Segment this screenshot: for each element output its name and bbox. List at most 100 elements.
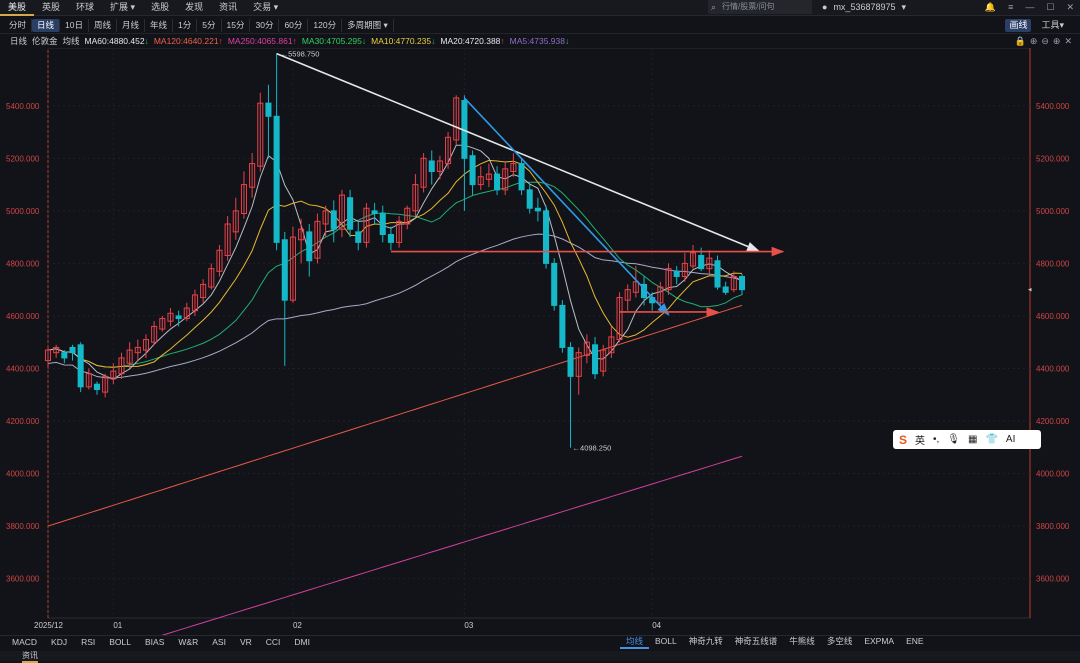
candle-body — [379, 212, 386, 235]
candle-body — [510, 163, 517, 172]
legend-tool-icon-2[interactable]: ⊖ — [1041, 36, 1049, 46]
candle-body — [445, 136, 452, 165]
y-tick-label-right: 3800.000 — [1036, 522, 1070, 531]
news-tab[interactable]: 资讯 — [22, 651, 38, 663]
draw-line-button[interactable]: 画线 — [1005, 19, 1032, 32]
candlestick-chart[interactable]: 3600.000 3600.000 3800.000 3800.000 4000.000… — [0, 48, 1080, 635]
indicator-tab-vr[interactable]: VR — [239, 637, 252, 647]
candle-body — [534, 207, 541, 212]
main-nav: 美股 英股 环球 扩展 ▾ 选股 发现 资讯 交易 ▾ — [0, 0, 286, 16]
period-tab-4[interactable]: 月线 — [117, 19, 146, 32]
period-tab-3[interactable]: 周线 — [89, 19, 118, 32]
period-tab-5[interactable]: 年线 — [145, 19, 174, 32]
period-tab-7[interactable]: 5分 — [197, 19, 222, 32]
candle-body — [665, 268, 672, 291]
nav-item-6[interactable]: 资讯 — [219, 2, 238, 12]
overlay-tab-3[interactable]: 神奇五线谱 — [734, 636, 778, 646]
period-tab-11[interactable]: 120分 — [308, 19, 343, 32]
nav-item-1[interactable]: 英股 — [42, 2, 61, 12]
maximize-icon[interactable]: ☐ — [1046, 2, 1055, 12]
overlay-tab-4[interactable]: 牛熊线 — [789, 636, 815, 646]
bell-icon[interactable]: 🔔 — [984, 2, 997, 12]
indicator-tab-rsi[interactable]: RSI — [81, 637, 96, 647]
y-tick-label-left: 4600.000 — [6, 312, 40, 321]
ime-button-0[interactable]: 英 — [915, 436, 926, 447]
candle-body — [371, 210, 378, 214]
minimize-icon[interactable]: — — [1025, 2, 1035, 12]
candle-body — [485, 173, 492, 180]
overlay-tab-6[interactable]: EXPMA — [864, 636, 895, 646]
candle-body — [257, 102, 264, 167]
overlay-tab-2[interactable]: 神奇九转 — [688, 636, 723, 646]
nav-item-3[interactable]: 扩展 ▾ — [110, 2, 136, 12]
menu-icon[interactable]: ≡ — [1008, 2, 1014, 12]
period-tab-6[interactable]: 1分 — [173, 19, 198, 32]
overlay-tab-0[interactable]: 均线 — [620, 635, 650, 649]
candle-body — [583, 341, 590, 356]
tools-menu-button[interactable]: 工具▾ — [1041, 20, 1064, 30]
candle-body — [142, 339, 150, 351]
indicator-tab-w-r[interactable]: W&R — [178, 637, 199, 647]
period-tab-9[interactable]: 30分 — [250, 19, 280, 32]
candle-body — [469, 155, 476, 186]
candle-body — [151, 325, 158, 343]
close-icon[interactable]: ✕ — [1066, 2, 1074, 12]
arrow-icon: ↓ — [361, 36, 367, 46]
overlay-tab-5[interactable]: 多空线 — [826, 636, 853, 646]
period-tab-10[interactable]: 60分 — [279, 19, 309, 32]
nav-item-4[interactable]: 选股 — [151, 2, 170, 12]
ime-button-1[interactable]: •, — [933, 434, 940, 445]
period-tabs: 分时 日线 10日 周线 月线 年线 1分 5分 15分 30分 60分 120分 多周期图 ▾ — [4, 19, 394, 32]
arrow-icon: ↓ — [564, 36, 570, 46]
legend-tool-icon-3[interactable]: ⊕ — [1052, 36, 1061, 46]
x-tick-label: 2025/12 — [34, 621, 63, 630]
candle-body — [118, 357, 125, 375]
indicator-tab-bias[interactable]: BIAS — [145, 637, 165, 647]
candle-body — [706, 257, 713, 270]
legend-tool-icon-0[interactable]: 🔒 — [1014, 36, 1026, 46]
ime-button-5[interactable]: AI — [1005, 434, 1016, 445]
ime-button-2[interactable]: 🎙 — [947, 434, 960, 445]
indicator-tab-macd[interactable]: MACD — [12, 637, 38, 647]
indicator-tab-cci[interactable]: CCI — [265, 637, 281, 647]
overlay-tab-7[interactable]: ENE — [906, 636, 924, 646]
indicator-tab-dmi[interactable]: DMI — [294, 637, 310, 647]
period-tab-0[interactable]: 分时 — [4, 19, 33, 32]
chevron-down-icon: ▾ — [901, 2, 907, 12]
ime-button-3[interactable]: ▦ — [968, 434, 978, 445]
nav-item-7[interactable]: 交易 ▾ — [253, 2, 279, 12]
nav-item-2[interactable]: 环球 — [76, 2, 95, 12]
user-account[interactable]: ● mx_536878975 ▾ — [822, 0, 906, 14]
indicator-tab-kdj[interactable]: KDJ — [51, 637, 68, 647]
overlay-tab-1[interactable]: BOLL — [655, 636, 677, 646]
legend-tool-icon-4[interactable]: ✕ — [1064, 36, 1072, 46]
period-tab-2[interactable]: 10日 — [60, 19, 89, 32]
nav-item-5[interactable]: 发现 — [185, 2, 204, 12]
candle-body — [502, 168, 509, 191]
candle-body — [77, 344, 84, 388]
candle-body — [208, 268, 215, 288]
candle-body — [306, 231, 313, 262]
period-tab-8[interactable]: 15分 — [222, 19, 251, 32]
candle-body — [738, 276, 746, 291]
indicator-tab-asi[interactable]: ASI — [212, 637, 226, 647]
legend-tool-icon-1[interactable]: ⊕ — [1029, 36, 1038, 46]
user-name: mx_536878975 — [833, 2, 896, 12]
candle-body — [330, 210, 337, 230]
candle-body — [673, 270, 680, 278]
ime-button-4[interactable]: 👕 — [985, 434, 998, 445]
candle-body — [698, 255, 705, 270]
ime-logo: S — [899, 432, 908, 447]
y-tick-label-right: 4600.000 — [1036, 312, 1070, 321]
candle-body — [592, 344, 599, 375]
plot-frame — [47, 48, 1031, 619]
y-tick-label-right: 4000.000 — [1036, 470, 1070, 479]
search-input[interactable]: ⌕ 行情/股票/问句 — [708, 0, 812, 14]
ime-toolbar[interactable]: S 英 •, 🎙 ▦ 👕 AI — [893, 430, 1041, 449]
indicator-tab-boll[interactable]: BOLL — [109, 637, 132, 647]
period-tab-12[interactable]: 多周期图 ▾ — [342, 19, 394, 32]
candle-body — [355, 231, 362, 243]
y-tick-label-right: 5400.000 — [1036, 102, 1070, 111]
nav-item-0[interactable]: 美股 — [0, 0, 35, 16]
period-tab-1[interactable]: 日线 — [32, 19, 61, 32]
